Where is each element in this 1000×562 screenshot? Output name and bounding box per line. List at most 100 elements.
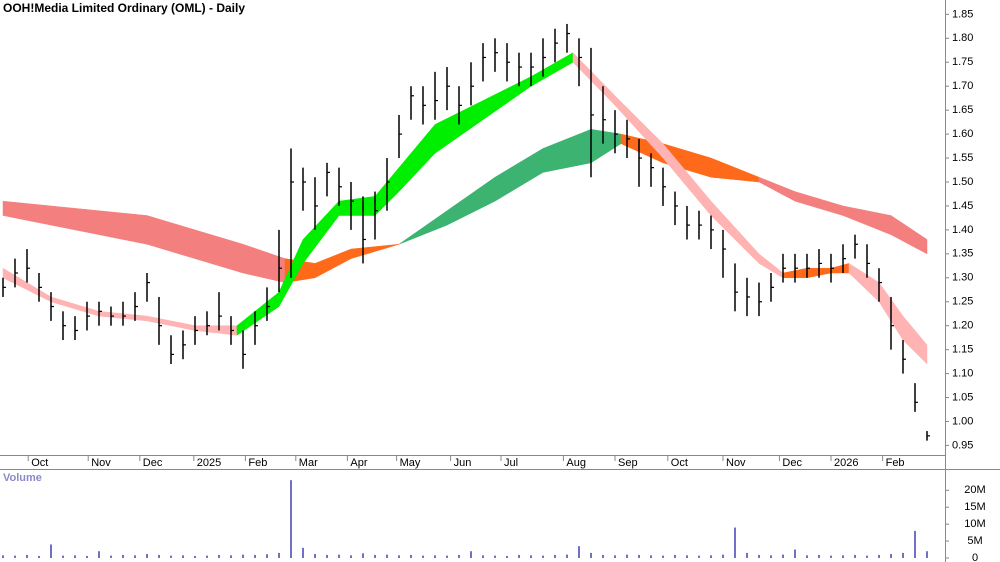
volume-bar bbox=[878, 554, 880, 558]
volume-bar bbox=[194, 555, 196, 558]
volume-bar bbox=[422, 555, 424, 558]
volume-bar bbox=[182, 555, 184, 558]
x-tick-label: Sep bbox=[618, 457, 638, 469]
volume-bar bbox=[614, 555, 616, 558]
y-tick-label: 1.55 bbox=[952, 152, 973, 164]
volume-bar bbox=[518, 554, 520, 558]
y-tick-label: 1.35 bbox=[952, 248, 973, 260]
volume-bar bbox=[290, 480, 292, 558]
volume-bar bbox=[146, 553, 148, 558]
ribbon bbox=[758, 176, 928, 255]
volume-bar bbox=[590, 552, 592, 558]
volume-bar bbox=[362, 553, 364, 558]
x-tick-label: Jul bbox=[504, 457, 518, 469]
x-tick-label: 2025 bbox=[197, 457, 221, 469]
y-tick-label: 1.40 bbox=[952, 224, 973, 236]
volume-bar bbox=[530, 555, 532, 558]
y-tick-label: 1.00 bbox=[952, 415, 973, 427]
volume-bar bbox=[818, 554, 820, 558]
volume-bar bbox=[542, 555, 544, 558]
volume-bar bbox=[434, 555, 436, 558]
volume-bar bbox=[506, 555, 508, 558]
volume-bar bbox=[794, 549, 796, 558]
x-tick-label: Dec bbox=[782, 457, 802, 469]
x-tick-label: Nov bbox=[91, 457, 111, 469]
volume-bar bbox=[650, 555, 652, 558]
volume-bar bbox=[686, 555, 688, 558]
volume-bar bbox=[698, 555, 700, 558]
y-tick-label: 0.95 bbox=[952, 439, 973, 451]
volume-bar bbox=[674, 554, 676, 558]
x-tick-label: Oct bbox=[671, 457, 688, 469]
volume-bar bbox=[578, 546, 580, 558]
volume-bar bbox=[62, 555, 64, 558]
y-tick-label: 1.75 bbox=[952, 56, 973, 68]
volume-bar bbox=[26, 554, 28, 558]
x-tick-label: Feb bbox=[248, 457, 267, 469]
x-tick-label: 2026 bbox=[834, 457, 858, 469]
volume-bar bbox=[218, 554, 220, 558]
volume-bar bbox=[830, 555, 832, 558]
volume-bar bbox=[734, 527, 736, 558]
y-tick-label: 1.25 bbox=[952, 296, 973, 308]
volume-bar bbox=[230, 555, 232, 558]
volume-bar bbox=[74, 555, 76, 558]
volume-bar bbox=[98, 551, 100, 558]
y-tick-label: 1.70 bbox=[952, 80, 973, 92]
x-tick-label: Mar bbox=[299, 457, 318, 469]
y-tick-label: 1.80 bbox=[952, 32, 973, 44]
volume-bar bbox=[482, 555, 484, 558]
volume-bar bbox=[50, 544, 52, 558]
volume-bar bbox=[122, 554, 124, 558]
y-tick-label: 1.85 bbox=[952, 8, 973, 20]
volume-bar bbox=[134, 555, 136, 558]
y-tick-label: 1.20 bbox=[952, 320, 973, 332]
volume-bar bbox=[350, 555, 352, 558]
y-tick-label: 1.65 bbox=[952, 104, 973, 116]
volume-tick-label: 0 bbox=[972, 552, 978, 562]
volume-bar bbox=[842, 555, 844, 558]
volume-bar bbox=[86, 555, 88, 558]
volume-bar bbox=[638, 554, 640, 558]
volume-bar bbox=[14, 555, 16, 558]
volume-bar bbox=[782, 554, 784, 558]
y-tick-label: 1.45 bbox=[952, 200, 973, 212]
volume-bar bbox=[326, 554, 328, 558]
volume-bar bbox=[854, 554, 856, 558]
volume-bar bbox=[554, 554, 556, 558]
volume-bar bbox=[926, 551, 928, 558]
volume-bar bbox=[914, 530, 916, 558]
y-tick-label: 1.10 bbox=[952, 367, 973, 379]
volume-bar bbox=[902, 552, 904, 558]
ribbon bbox=[848, 262, 928, 365]
volume-tick-label: 10M bbox=[964, 518, 985, 530]
volume-bar bbox=[410, 554, 412, 558]
y-tick-label: 1.05 bbox=[952, 391, 973, 403]
volume-bar bbox=[746, 552, 748, 558]
x-tick-label: Aug bbox=[566, 457, 586, 469]
volume-tick-label: 20M bbox=[964, 484, 985, 496]
volume-bar bbox=[266, 554, 268, 558]
volume-bar bbox=[494, 555, 496, 558]
volume-bar bbox=[374, 554, 376, 558]
volume-bar bbox=[470, 551, 472, 558]
x-tick-label: Oct bbox=[31, 457, 48, 469]
volume-bar bbox=[710, 555, 712, 558]
volume-bar bbox=[770, 555, 772, 558]
volume-bar bbox=[602, 554, 604, 558]
y-tick-label: 1.50 bbox=[952, 176, 973, 188]
volume-bar bbox=[758, 554, 760, 558]
volume-label: Volume bbox=[3, 472, 42, 484]
volume-bar bbox=[866, 555, 868, 558]
volume-bar bbox=[722, 554, 724, 558]
volume-bar bbox=[806, 555, 808, 558]
volume-bar bbox=[170, 555, 172, 558]
volume-bar bbox=[38, 555, 40, 558]
x-tick-label: Dec bbox=[143, 457, 163, 469]
volume-bar bbox=[446, 555, 448, 558]
volume-bar bbox=[206, 555, 208, 558]
volume-bar bbox=[626, 554, 628, 558]
volume-bar bbox=[278, 552, 280, 558]
volume-bar bbox=[158, 554, 160, 558]
